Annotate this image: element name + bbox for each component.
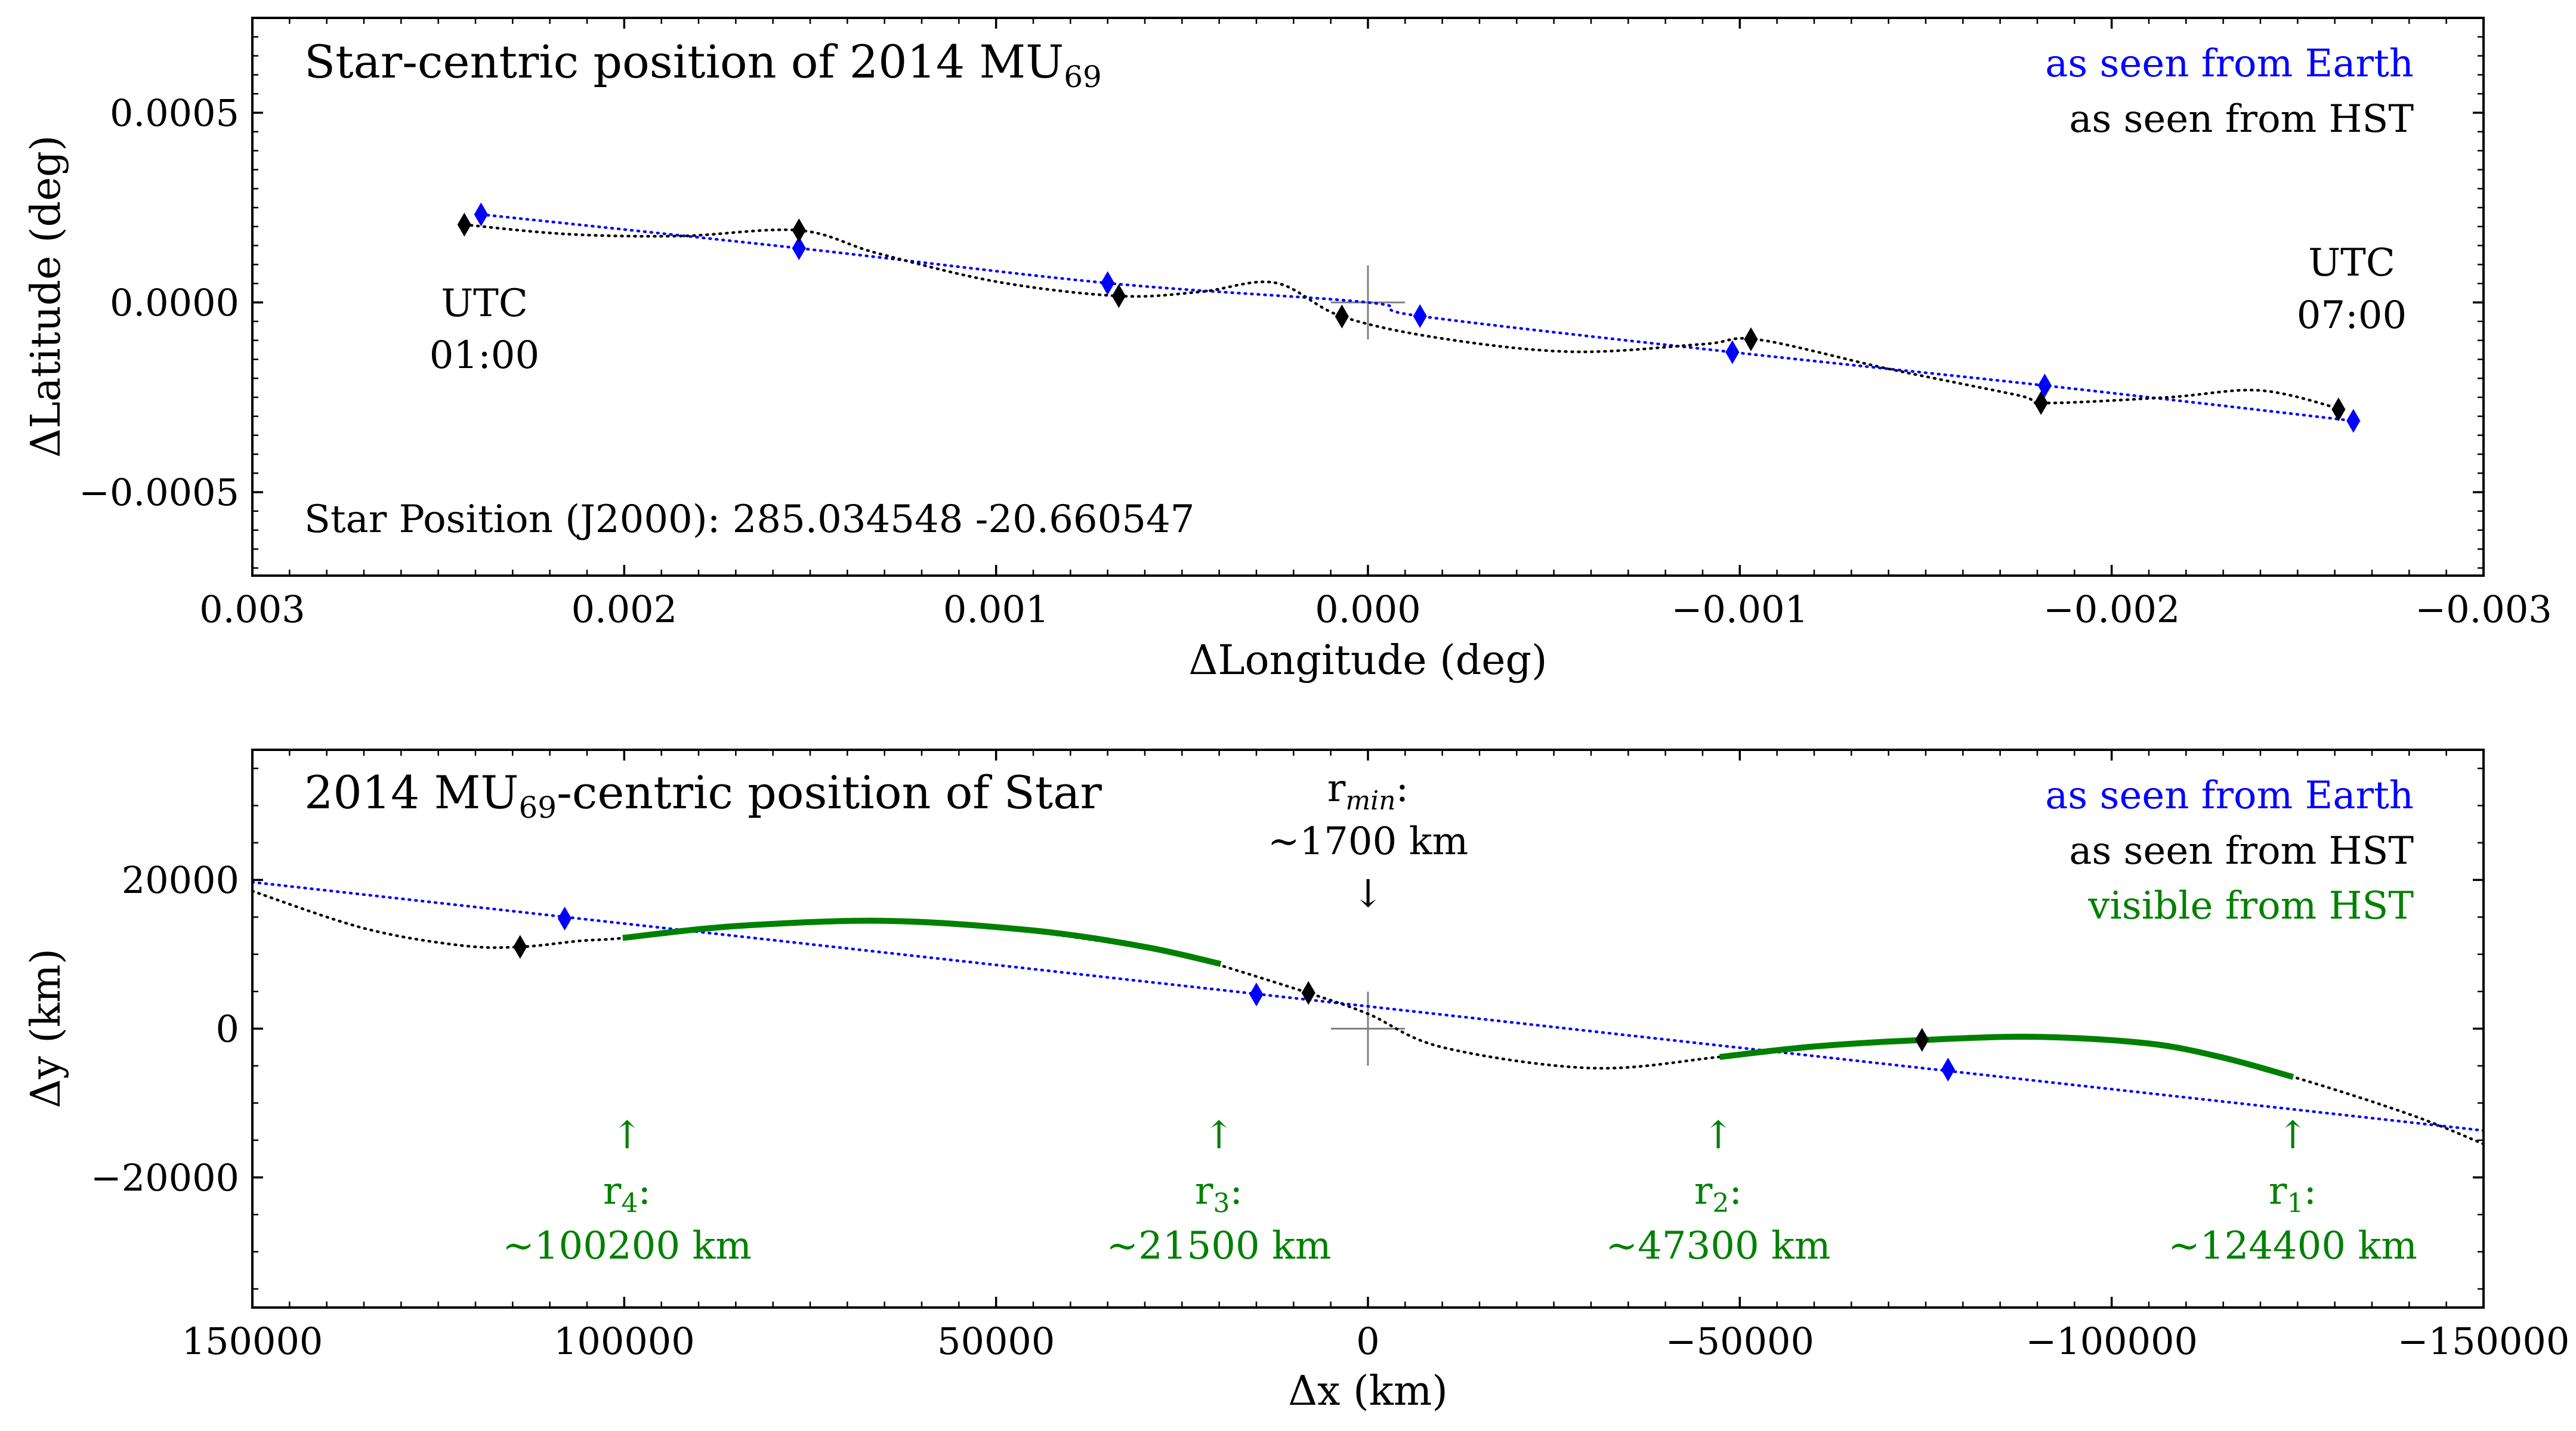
top-ytick-label: 0.0000 <box>110 281 239 324</box>
bottom-title: 2014 MU69-centric position of Star <box>304 766 1102 825</box>
bottom-series-group <box>252 880 2484 1145</box>
top-xtick-label: 0.001 <box>943 588 1049 631</box>
radii-annotations: ↑ r4: ∼100200 km ↑ r3: ∼21500 km ↑ r2: ∼… <box>502 1114 2417 1268</box>
bottom-xtick-label: −100000 <box>2025 1319 2198 1363</box>
top-title: Star-centric position of 2014 MU69 <box>304 35 1102 94</box>
bottom-xtick-label: 50000 <box>937 1319 1055 1363</box>
bottom-xtick-label: −50000 <box>1666 1319 1814 1363</box>
bottom-xtick-label: −150000 <box>2398 1319 2570 1363</box>
bottom-ytick-label: −20000 <box>91 1156 239 1200</box>
bottom-xtick-label: 100000 <box>554 1319 695 1363</box>
top-as-seen-from-earth-line <box>480 213 2355 422</box>
bottom-as-seen-from-earth-marker-3 <box>1941 1058 1955 1082</box>
r2-arrow: ↑ <box>1702 1114 1734 1158</box>
top-as-seen-from-hst-marker-1 <box>457 212 471 237</box>
r4-value: ∼100200 km <box>502 1224 752 1268</box>
r3-arrow: ↑ <box>1203 1114 1235 1158</box>
bottom-visible-from-hst-segment-1 <box>622 917 1222 967</box>
rmin-arrow: ↓ <box>1352 872 1384 916</box>
top-as-seen-from-earth-marker-2 <box>792 236 806 261</box>
top-xtick-label: 0.000 <box>1315 588 1421 631</box>
star-position-annotation: Star Position (J2000): 285.034548 -20.66… <box>304 497 1195 542</box>
bottom-as-seen-from-earth-marker-2 <box>1249 982 1264 1007</box>
bottom-x-axis-label: Δx (km) <box>1288 1368 1448 1415</box>
top-as-seen-from-hst-marker-5 <box>1744 327 1758 351</box>
r3-value: ∼21500 km <box>1106 1224 1331 1268</box>
bottom-panel: 150000 100000 50000 0 −50000 −100000 −150000 20… <box>23 749 2570 1415</box>
bottom-legend-earth: as seen from Earth <box>2045 774 2414 818</box>
top-as-seen-from-earth-marker-7 <box>2346 409 2361 433</box>
bottom-as-seen-from-earth-line <box>252 880 2484 1132</box>
bottom-ytick-label: 20000 <box>122 858 239 902</box>
top-y-axis-label: ΔLatitude (deg) <box>23 135 70 458</box>
bottom-legend-visible: visible from HST <box>2087 884 2414 928</box>
rmin-label: rmin: <box>1327 767 1409 816</box>
r2-label: r2: <box>1694 1169 1742 1219</box>
bottom-visible-from-hst-segment-2 <box>1719 1034 2294 1080</box>
bottom-plot-area <box>252 880 2484 1145</box>
top-xtick-label: 0.003 <box>199 588 305 631</box>
r4-label: r4: <box>603 1169 651 1219</box>
utc-start-time: 01:00 <box>430 333 539 378</box>
r4-arrow: ↑ <box>611 1114 643 1158</box>
top-axis-ticks: 0.003 0.002 0.001 0.000 −0.001 −0.002 −0.003 0.… <box>79 17 2552 631</box>
bottom-xtick-label: 150000 <box>182 1319 323 1363</box>
r1-arrow: ↑ <box>2277 1114 2309 1158</box>
top-xtick-label: −0.002 <box>2043 588 2180 631</box>
r1-value: ∼124400 km <box>2168 1224 2417 1268</box>
top-as-seen-from-earth-marker-4 <box>1413 304 1427 328</box>
utc-end-time: 07:00 <box>2297 293 2407 338</box>
bottom-y-axis-label: Δy (km) <box>23 948 70 1108</box>
top-ytick-label: 0.0005 <box>110 91 239 135</box>
r2-value: ∼47300 km <box>1605 1224 1830 1268</box>
bottom-legend-hst: as seen from HST <box>2069 829 2414 873</box>
top-legend-earth: as seen from Earth <box>2045 42 2414 86</box>
top-as-seen-from-hst-line <box>463 223 2344 411</box>
top-as-seen-from-hst-marker-4 <box>1335 304 1349 329</box>
rmin-value: ∼1700 km <box>1268 820 1468 864</box>
top-xtick-label: 0.002 <box>572 588 678 631</box>
bottom-as-seen-from-hst-marker-2 <box>1301 981 1315 1005</box>
bottom-ytick-label: 0 <box>216 1007 239 1051</box>
top-as-seen-from-earth-marker-3 <box>1101 271 1115 295</box>
top-xtick-label: −0.003 <box>2415 588 2552 631</box>
r3-label: r3: <box>1195 1169 1243 1219</box>
top-series-group <box>457 202 2361 433</box>
bottom-as-seen-from-hst-marker-1 <box>513 935 527 959</box>
top-as-seen-from-hst-marker-6 <box>2034 391 2048 415</box>
top-as-seen-from-earth-marker-5 <box>1725 340 1740 364</box>
r1-label: r1: <box>2269 1169 2316 1219</box>
top-as-seen-from-earth-marker-6 <box>2037 373 2052 398</box>
top-x-axis-label: ΔLongitude (deg) <box>1188 637 1547 684</box>
top-xtick-label: −0.001 <box>1672 588 1808 631</box>
top-panel: 0.003 0.002 0.001 0.000 −0.001 −0.002 −0.003 0.… <box>23 17 2552 684</box>
top-as-seen-from-hst-marker-2 <box>792 218 806 243</box>
utc-end-label: UTC <box>2308 241 2395 285</box>
bottom-as-seen-from-earth-marker-1 <box>558 906 572 931</box>
top-legend-hst: as seen from HST <box>2069 97 2414 141</box>
top-ytick-label: −0.0005 <box>79 471 239 514</box>
top-as-seen-from-hst-marker-7 <box>2331 397 2346 422</box>
top-plot-area <box>457 202 2361 433</box>
bottom-axis-ticks: 150000 100000 50000 0 −50000 −100000 −150000 20… <box>91 750 2570 1363</box>
top-as-seen-from-earth-marker-1 <box>474 202 488 227</box>
bottom-as-seen-from-hst-marker-3 <box>1915 1028 1929 1052</box>
utc-start-label: UTC <box>441 282 528 326</box>
top-as-seen-from-hst-marker-3 <box>1111 284 1126 308</box>
bottom-xtick-label: 0 <box>1356 1319 1379 1363</box>
